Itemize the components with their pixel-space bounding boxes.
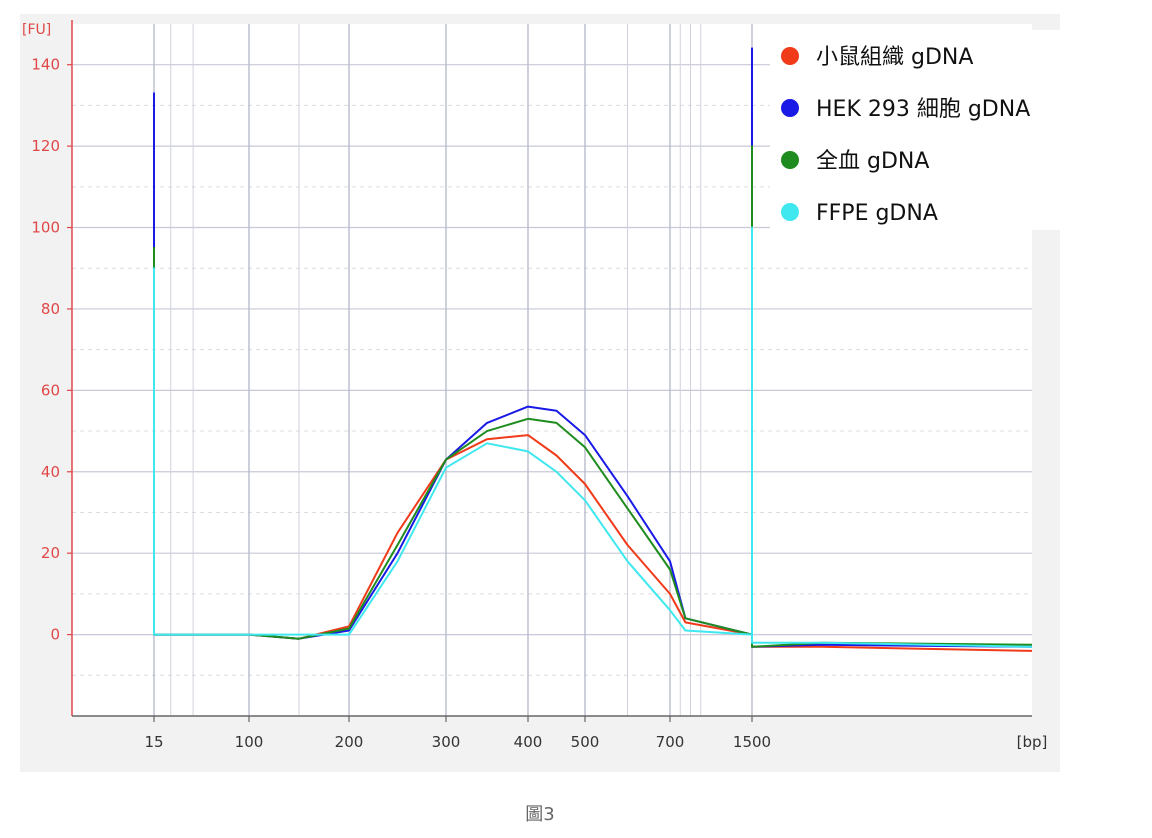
- legend-marker: [781, 47, 799, 65]
- y-tick-label: 80: [41, 300, 60, 318]
- y-unit-label: [FU]: [22, 22, 51, 38]
- x-tick-label: 700: [656, 733, 685, 751]
- x-tick-label: 500: [571, 733, 600, 751]
- legend: 小鼠組織 gDNA HEK 293 細胞 gDNA 全血 gDNA FFPE gDNA: [770, 30, 1060, 230]
- x-tick-label: 100: [235, 733, 264, 751]
- y-tick-label: 120: [31, 137, 60, 155]
- y-tick-label: 60: [41, 381, 60, 399]
- axes: 0 20 40 60 80 100 120 140 [FU] 15 100 200 300 400 500 7…: [22, 20, 1047, 751]
- y-tick-label: 0: [50, 626, 60, 644]
- legend-marker: [781, 99, 799, 117]
- series-group: [153, 47, 1033, 652]
- legend-marker: [781, 151, 799, 169]
- legend-label: 全血 gDNA: [816, 149, 929, 174]
- legend-box: [770, 30, 1060, 230]
- legend-marker: [781, 203, 799, 221]
- legend-label: 小鼠組織 gDNA: [816, 45, 973, 70]
- y-tick-label: 140: [31, 56, 60, 74]
- x-tick-label: 200: [335, 733, 364, 751]
- series-line-4: [153, 226, 1033, 648]
- legend-label: FFPE gDNA: [816, 201, 938, 226]
- y-tick-label: 100: [31, 219, 60, 237]
- legend-label: HEK 293 細胞 gDNA: [816, 97, 1030, 122]
- x-tick-label: 300: [432, 733, 461, 751]
- figure-caption: 圖3: [525, 804, 555, 825]
- x-tick-label: 15: [144, 733, 163, 751]
- x-tick-label: 1500: [733, 733, 771, 751]
- y-tick-label: 20: [41, 544, 60, 562]
- x-tick-label: 400: [514, 733, 543, 751]
- x-unit-label: [bp]: [1017, 733, 1048, 751]
- y-tick-label: 40: [41, 463, 60, 481]
